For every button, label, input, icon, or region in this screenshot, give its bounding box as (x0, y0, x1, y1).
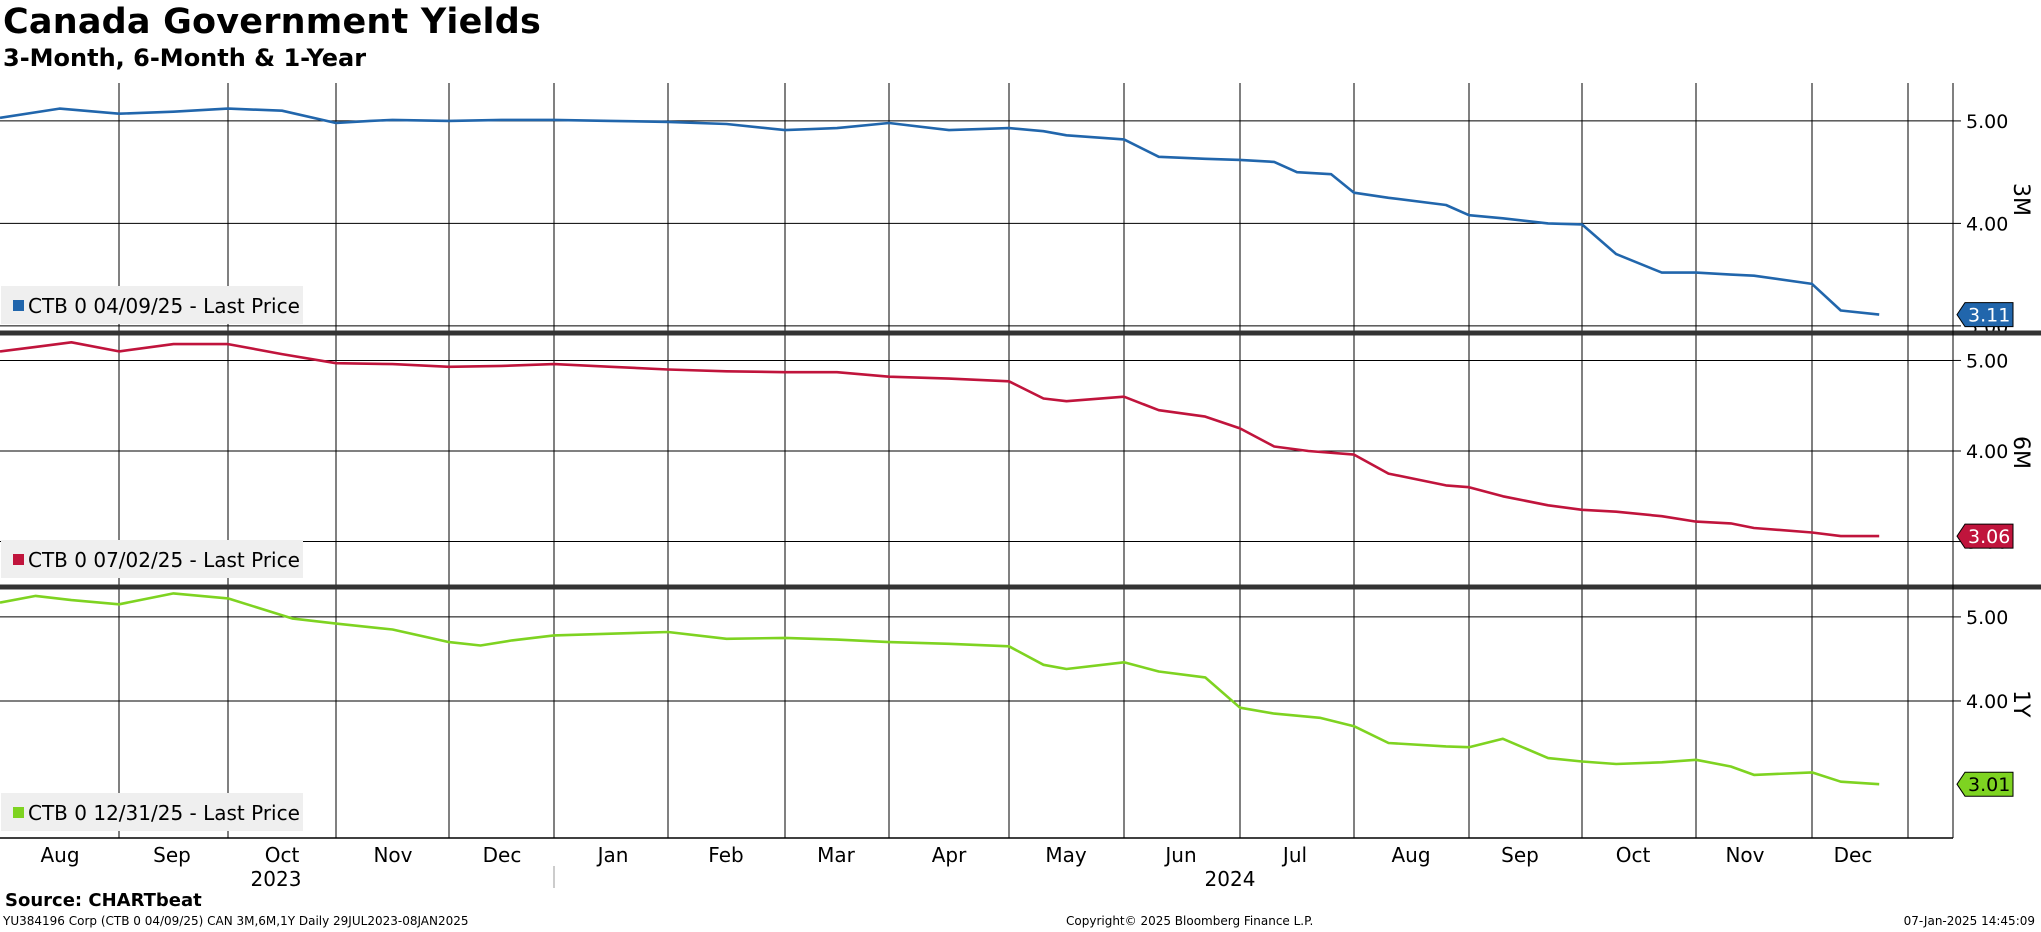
chart-subtitle: 3-Month, 6-Month & 1-Year (3, 44, 367, 72)
x-tick-label: Jan (596, 843, 629, 867)
panel-axis-label: 3M (2008, 183, 2033, 216)
source-note: Source: CHARTbeat (5, 890, 202, 911)
last-price-tag (1956, 771, 2014, 797)
x-tick-label: Jun (1163, 843, 1196, 867)
x-tick-label: Dec (483, 843, 522, 867)
legend-swatch (13, 300, 24, 311)
y-tick-label: 4.00 (1966, 213, 2008, 235)
footer-copyright: Copyright© 2025 Bloomberg Finance L.P. (1066, 914, 1314, 928)
x-tick-label: Sep (153, 843, 191, 867)
x-tick-label: Mar (817, 843, 856, 867)
x-tick-label: Oct (265, 843, 300, 867)
last-price-value: 3.11 (1968, 305, 2010, 327)
panel-axis-label: 6M (2008, 436, 2033, 469)
chart-title: Canada Government Yields (3, 2, 542, 42)
y-tick-label: 4.00 (1966, 691, 2008, 713)
footer-ticker-info: YU384196 Corp (CTB 0 04/09/25) CAN 3M,6M… (3, 914, 469, 928)
legend-label: CTB 0 07/02/25 - Last Price (28, 548, 300, 572)
series-line (0, 107, 1880, 316)
x-tick-label: Dec (1834, 843, 1873, 867)
legend-label: CTB 0 04/09/25 - Last Price (28, 294, 300, 318)
legend-box (1, 793, 303, 831)
series-line (0, 592, 1880, 786)
year-label: 2024 (1205, 867, 1256, 891)
x-tick-label: Oct (1616, 843, 1651, 867)
series-line (0, 341, 1880, 538)
legend-box (1, 286, 303, 324)
x-tick-label: May (1045, 843, 1087, 867)
x-tick-label: Jul (1281, 843, 1307, 867)
panel-axis-label: 1Y (2008, 690, 2033, 718)
footer-timestamp: 07-Jan-2025 14:45:09 (1903, 914, 2035, 928)
year-label: 2023 (251, 867, 302, 891)
last-price-value: 3.01 (1968, 774, 2010, 796)
x-tick-label: Aug (1391, 843, 1430, 867)
x-tick-label: Feb (708, 843, 743, 867)
legend-box (1, 540, 303, 578)
legend-swatch (13, 807, 24, 818)
last-price-tag (1956, 302, 2014, 328)
x-tick-label: Sep (1501, 843, 1539, 867)
x-tick-label: Apr (932, 843, 967, 867)
y-tick-label: 5.00 (1966, 111, 2008, 133)
legend-swatch (13, 554, 24, 565)
last-price-tag (1956, 523, 2014, 549)
x-tick-label: Nov (1725, 843, 1764, 867)
legend-label: CTB 0 12/31/25 - Last Price (28, 801, 300, 825)
last-price-value: 3.06 (1968, 526, 2010, 548)
y-tick-label: 5.00 (1966, 350, 2008, 372)
x-tick-label: Aug (40, 843, 79, 867)
y-tick-label: 4.00 (1966, 441, 2008, 463)
x-tick-label: Nov (373, 843, 412, 867)
y-tick-label: 5.00 (1966, 607, 2008, 629)
